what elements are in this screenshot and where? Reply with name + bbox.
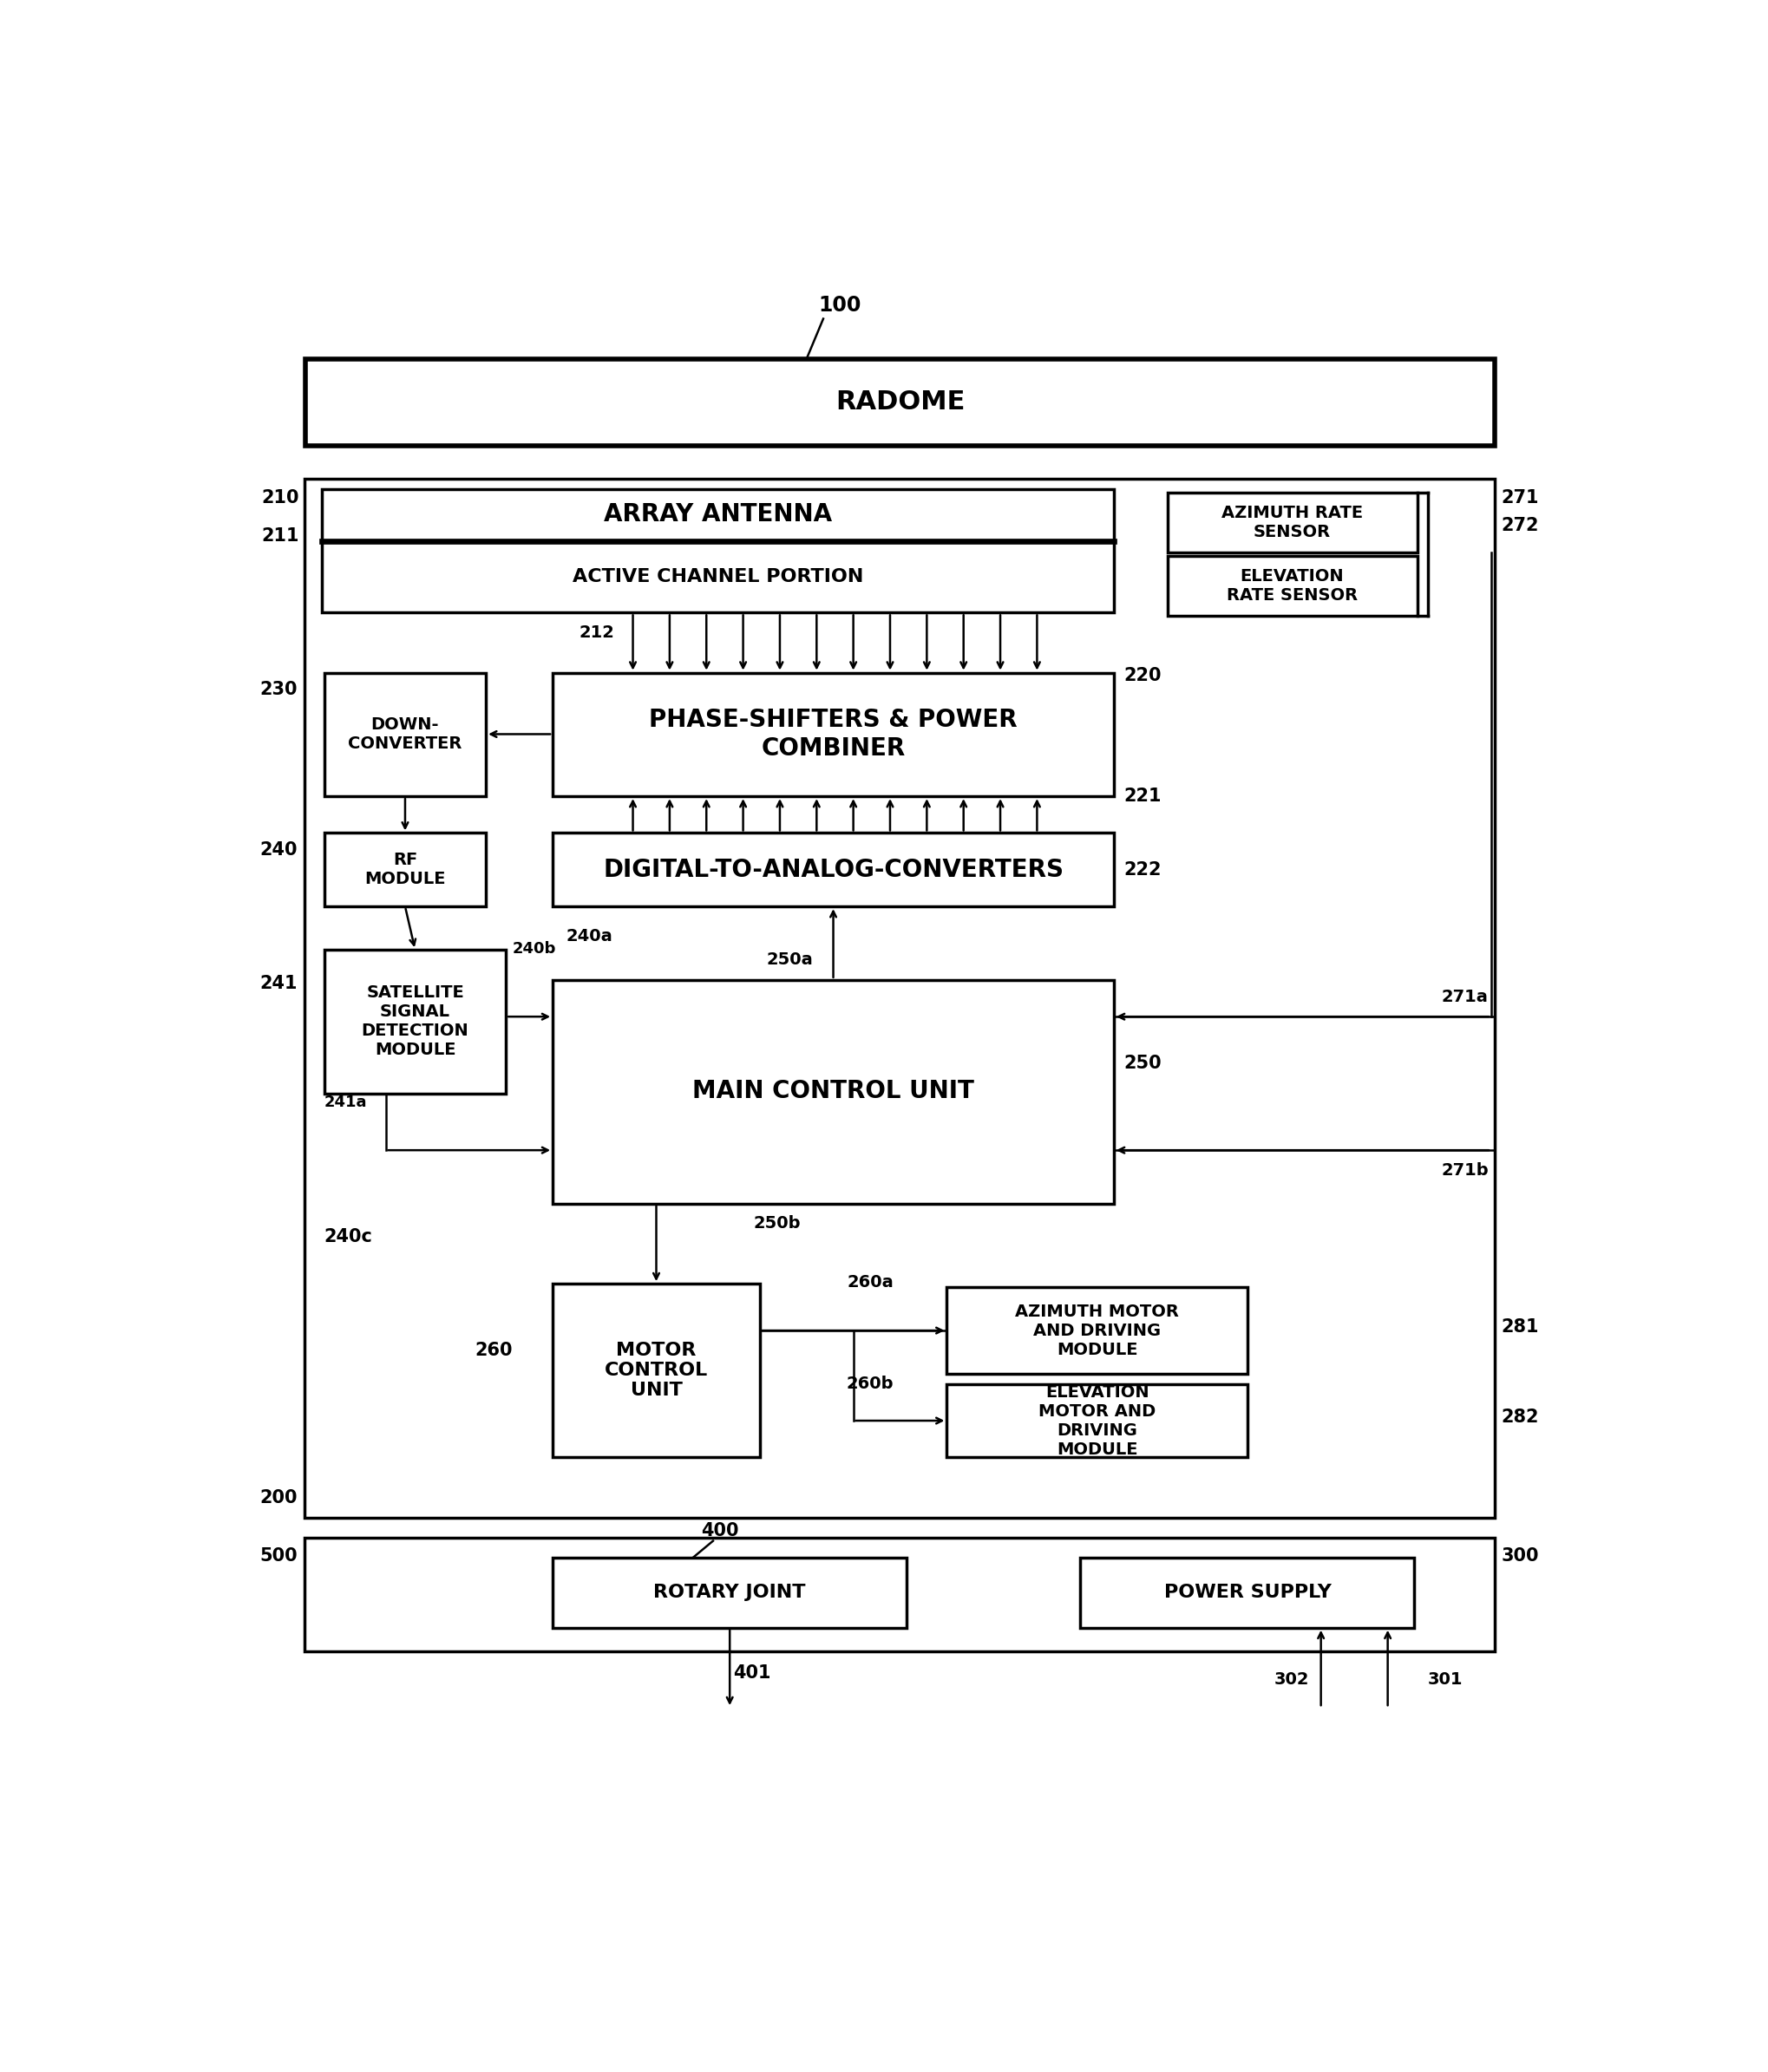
Text: 271b: 271b bbox=[1441, 1162, 1489, 1179]
Text: 230: 230 bbox=[260, 682, 297, 698]
Text: 282: 282 bbox=[1501, 1409, 1538, 1426]
Text: 301: 301 bbox=[1429, 1672, 1462, 1687]
Text: 220: 220 bbox=[1124, 667, 1162, 684]
Bar bbox=[306, 358, 1494, 445]
Bar bbox=[553, 980, 1114, 1204]
Text: 241a: 241a bbox=[324, 1094, 368, 1111]
Bar bbox=[324, 673, 486, 796]
Text: 401: 401 bbox=[734, 1664, 771, 1682]
Text: DOWN-
CONVERTER: DOWN- CONVERTER bbox=[348, 717, 461, 752]
Text: 250: 250 bbox=[1124, 1055, 1162, 1071]
Bar bbox=[553, 1285, 760, 1457]
Text: 211: 211 bbox=[262, 526, 299, 545]
Text: 240: 240 bbox=[260, 841, 297, 858]
Text: 302: 302 bbox=[1275, 1672, 1310, 1687]
Bar bbox=[1080, 1558, 1414, 1629]
Text: 240c: 240c bbox=[324, 1229, 373, 1245]
Text: MAIN CONTROL UNIT: MAIN CONTROL UNIT bbox=[693, 1080, 974, 1104]
Text: POWER SUPPLY: POWER SUPPLY bbox=[1163, 1583, 1331, 1602]
Bar bbox=[1167, 555, 1418, 615]
Text: 300: 300 bbox=[1501, 1548, 1538, 1564]
Bar bbox=[1167, 493, 1418, 553]
Bar bbox=[948, 1384, 1248, 1457]
Bar bbox=[553, 833, 1114, 905]
Text: PHASE-SHIFTERS & POWER
COMBINER: PHASE-SHIFTERS & POWER COMBINER bbox=[649, 709, 1017, 760]
Text: 260a: 260a bbox=[847, 1274, 893, 1291]
Text: ROTARY JOINT: ROTARY JOINT bbox=[654, 1583, 806, 1602]
Bar bbox=[553, 673, 1114, 796]
Text: 271: 271 bbox=[1501, 489, 1538, 506]
Text: MOTOR
CONTROL
UNIT: MOTOR CONTROL UNIT bbox=[605, 1343, 707, 1399]
Text: DIGITAL-TO-ANALOG-CONVERTERS: DIGITAL-TO-ANALOG-CONVERTERS bbox=[603, 858, 1064, 883]
Text: 281: 281 bbox=[1501, 1318, 1538, 1336]
Text: 240b: 240b bbox=[513, 941, 557, 957]
Text: ELEVATION
RATE SENSOR: ELEVATION RATE SENSOR bbox=[1227, 568, 1358, 603]
Bar bbox=[324, 949, 506, 1094]
Text: 240a: 240a bbox=[566, 928, 613, 945]
Text: 271a: 271a bbox=[1441, 988, 1489, 1005]
Bar bbox=[304, 479, 1494, 1517]
Text: ACTIVE CHANNEL PORTION: ACTIVE CHANNEL PORTION bbox=[573, 568, 863, 584]
Text: 250a: 250a bbox=[767, 951, 813, 968]
Text: 210: 210 bbox=[262, 489, 299, 506]
Text: AZIMUTH RATE
SENSOR: AZIMUTH RATE SENSOR bbox=[1222, 506, 1363, 541]
Text: RADOME: RADOME bbox=[834, 390, 965, 414]
Text: 260b: 260b bbox=[847, 1376, 893, 1392]
Text: RF
MODULE: RF MODULE bbox=[364, 852, 446, 887]
Text: 500: 500 bbox=[260, 1548, 297, 1564]
Bar bbox=[553, 1558, 907, 1629]
Bar bbox=[322, 489, 1114, 613]
Text: 260: 260 bbox=[476, 1343, 513, 1359]
Text: 400: 400 bbox=[700, 1523, 739, 1539]
Text: 212: 212 bbox=[580, 624, 615, 640]
Text: 272: 272 bbox=[1501, 518, 1538, 535]
Text: 100: 100 bbox=[819, 294, 861, 315]
Text: 200: 200 bbox=[260, 1490, 297, 1506]
Text: 222: 222 bbox=[1124, 862, 1162, 879]
Text: 221: 221 bbox=[1124, 787, 1162, 804]
Text: AZIMUTH MOTOR
AND DRIVING
MODULE: AZIMUTH MOTOR AND DRIVING MODULE bbox=[1015, 1303, 1179, 1357]
Text: ARRAY ANTENNA: ARRAY ANTENNA bbox=[603, 501, 833, 526]
Text: ELEVATION
MOTOR AND
DRIVING
MODULE: ELEVATION MOTOR AND DRIVING MODULE bbox=[1038, 1384, 1156, 1457]
Bar bbox=[304, 1537, 1494, 1651]
Text: SATELLITE
SIGNAL
DETECTION
MODULE: SATELLITE SIGNAL DETECTION MODULE bbox=[361, 984, 469, 1059]
Bar bbox=[324, 833, 486, 905]
Bar bbox=[948, 1287, 1248, 1374]
Text: 241: 241 bbox=[260, 974, 297, 992]
Text: 250b: 250b bbox=[753, 1216, 801, 1233]
